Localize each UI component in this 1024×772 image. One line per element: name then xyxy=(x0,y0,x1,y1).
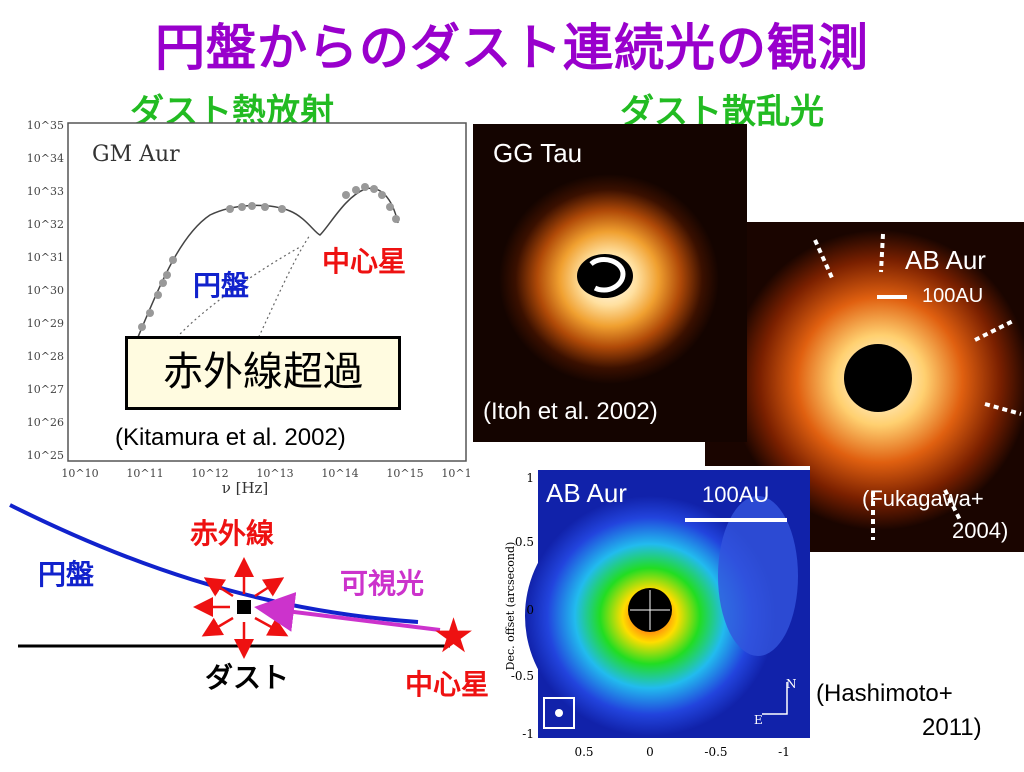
ggtau-citation: (Itoh et al. 2002) xyxy=(483,398,658,425)
abaur-bottom-scale: 100AU xyxy=(702,482,770,507)
abaur-ytick: 0.5 xyxy=(515,535,534,549)
sed-ytick: 10^26 xyxy=(27,416,64,429)
abaur-ytick: 0 xyxy=(526,603,534,617)
sed-ytick: 10^30 xyxy=(27,284,64,297)
ggtau-name: GG Tau xyxy=(493,138,583,168)
sed-ytick: 10^35 xyxy=(27,119,64,132)
schematic-label-disk: 円盤 xyxy=(38,558,95,591)
abaur-xtick: 0 xyxy=(646,745,654,759)
ggtau-image xyxy=(473,124,747,442)
dust-grain xyxy=(237,600,251,614)
abaur-image-top xyxy=(705,222,1024,552)
schematic-label-infrared: 赤外線 xyxy=(190,517,275,550)
sed-xtick: 10^15 xyxy=(386,467,423,480)
sed-xtick: 10^10 xyxy=(61,467,98,480)
sed-ytick: 10^31 xyxy=(27,251,64,264)
sed-ytick: 10^33 xyxy=(27,185,64,198)
abaur-top-citation-1: (Fukagawa+ xyxy=(862,486,984,511)
sed-xtick: 10^11 xyxy=(126,467,163,480)
schematic-diagram xyxy=(0,490,520,768)
sed-ytick: 10^34 xyxy=(27,152,64,165)
sed-ytick: 10^29 xyxy=(27,317,64,330)
star-icon: ★ xyxy=(432,608,476,664)
sed-data-points xyxy=(138,183,400,331)
sed-xtick: 10^16 xyxy=(441,467,470,480)
abaur-north: N xyxy=(786,677,797,691)
abaur-image-bottom: 1 0.5 0 -0.5 -1 0.5 0 -0.5 -1 Dec. offse… xyxy=(500,466,810,768)
sed-object-name: GM Aur xyxy=(92,142,180,167)
schematic-label-star: 中心星 xyxy=(405,668,490,701)
abaur-xtick: 0.5 xyxy=(574,745,593,759)
sed-label-star: 中心星 xyxy=(322,245,407,278)
abaur-bottom-citation-1: (Hashimoto+ xyxy=(816,680,953,707)
abaur-ytick: -0.5 xyxy=(511,669,534,683)
abaur-top-scale: 100AU xyxy=(922,285,984,307)
sed-xtick: 10^14 xyxy=(321,467,358,480)
sed-xtick: 10^12 xyxy=(191,467,228,480)
disk-surface-line xyxy=(9,503,419,624)
sed-label-disk: 円盤 xyxy=(193,269,250,302)
abaur-ylabel: Dec. offset (arcsecond) xyxy=(504,542,517,671)
schematic-label-dust: ダスト xyxy=(205,661,290,694)
sed-xlabel: ν [Hz] xyxy=(222,479,269,495)
abaur-bottom-citation-2: 2011) xyxy=(922,714,982,741)
visible-light-arrow xyxy=(254,592,441,632)
abaur-xtick: -0.5 xyxy=(704,745,727,759)
sed-xtick: 10^13 xyxy=(256,467,293,480)
abaur-top-name: AB Aur xyxy=(905,245,986,275)
sed-ytick: 10^25 xyxy=(27,449,64,462)
sed-ytick: 10^28 xyxy=(27,350,64,363)
sed-ytick: 10^27 xyxy=(27,383,64,396)
slide-title: 円盤からのダスト連続光の観測 xyxy=(155,19,869,77)
abaur-ytick: -1 xyxy=(522,727,534,741)
abaur-bottom-name: AB Aur xyxy=(546,478,627,508)
schematic-label-visible: 可視光 xyxy=(340,567,425,600)
sed-citation: (Kitamura et al. 2002) xyxy=(115,424,346,452)
abaur-xtick: -1 xyxy=(778,745,790,759)
abaur-ytick: 1 xyxy=(526,471,534,485)
abaur-east: E xyxy=(754,713,763,727)
sed-ytick: 10^32 xyxy=(27,218,64,231)
infrared-excess-label: 赤外線超過 xyxy=(125,336,401,410)
abaur-top-citation-2: 2004) xyxy=(952,518,1009,543)
